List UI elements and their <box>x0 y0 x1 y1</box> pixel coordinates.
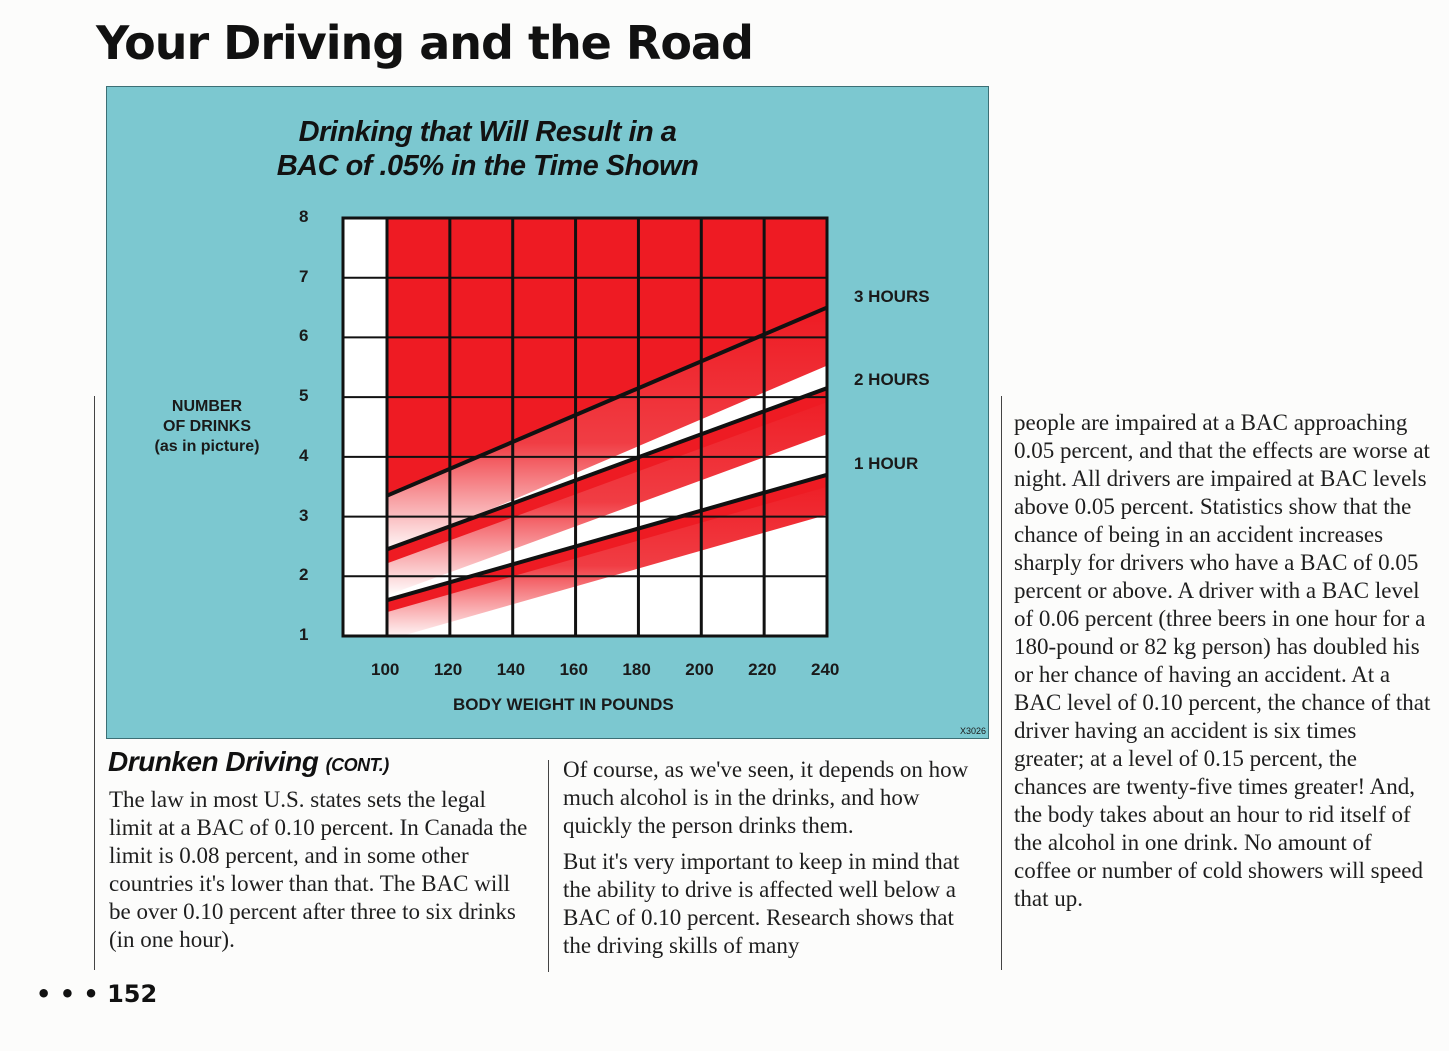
band-3-hours <box>387 307 827 554</box>
chart-plot <box>341 216 829 641</box>
bac-chart-panel: Drinking that Will Result in a BAC of .0… <box>106 86 989 739</box>
series-label: 2 HOURS <box>854 370 930 390</box>
strip-1-hour <box>387 474 827 613</box>
figure-code: X3026 <box>959 726 986 736</box>
paragraph: Of course, as we've seen, it depends on … <box>563 757 969 838</box>
y-axis-label-line-1: NUMBER <box>171 398 243 415</box>
chart-title-line-1: Drinking that Will Result in a <box>298 116 677 148</box>
y-tick-label: 4 <box>299 445 309 465</box>
x-tick-label: 200 <box>685 660 714 679</box>
y-tick-label: 5 <box>299 386 309 406</box>
x-tick-label: 140 <box>496 660 526 679</box>
region-over-3-hours <box>387 218 827 496</box>
column-rule-middle <box>548 760 549 972</box>
chart-title-line-2: BAC of .05% in the Time Shown <box>276 150 699 182</box>
y-tick-label: 8 <box>299 207 309 226</box>
y-axis-label-line-3: (as in picture) <box>154 438 260 455</box>
y-tick-label: 1 <box>299 625 309 644</box>
y-axis-label: NUMBER OF DRINKS (as in picture) <box>137 397 277 457</box>
section-heading-suffix: (CONT.) <box>325 755 390 775</box>
paragraph: The law in most U.S. states sets the leg… <box>109 787 528 952</box>
strip-2-hours <box>387 388 827 564</box>
paragraph: But it's very important to keep in mind … <box>563 849 960 958</box>
y-tick-label: 2 <box>299 565 309 585</box>
section-heading-text: Drunken Driving <box>108 746 319 777</box>
y-axis-label-line-2: OF DRINKS <box>163 418 251 435</box>
text-column-1: The law in most U.S. states sets the leg… <box>109 786 529 962</box>
series-line-1-hour <box>386 472 828 603</box>
series-label: 1 HOUR <box>854 453 919 473</box>
page-title: Your Driving and the Road <box>96 16 754 70</box>
y-tick-label: 3 <box>299 505 309 525</box>
y-tick-label: 7 <box>299 266 309 286</box>
series-line-2-hours <box>386 386 828 552</box>
page-number: • • • 152 <box>36 980 158 1008</box>
x-tick-label: 240 <box>811 660 840 679</box>
column-rule-left <box>94 396 95 970</box>
x-tick-label: 180 <box>622 660 651 679</box>
series-label: 3 HOURS <box>854 286 930 306</box>
series-line-3-hours <box>386 305 828 498</box>
paragraph: people are impaired at a BAC approaching… <box>1014 410 1431 911</box>
text-column-2: Of course, as we've seen, it depends on … <box>563 756 983 968</box>
plot-border <box>341 216 829 638</box>
x-tick-label: 100 <box>371 660 400 679</box>
y-tick-label: 6 <box>299 326 309 346</box>
x-tick-label: 160 <box>559 660 588 679</box>
x-tick-label: 220 <box>748 660 777 679</box>
text-column-3: people are impaired at a BAC approaching… <box>1014 409 1432 921</box>
section-heading: Drunken Driving (CONT.) <box>108 746 389 778</box>
column-rule-right <box>1001 396 1002 970</box>
x-tick-label: 120 <box>433 660 463 679</box>
x-axis-label: BODY WEIGHT IN POUNDS <box>453 695 674 714</box>
